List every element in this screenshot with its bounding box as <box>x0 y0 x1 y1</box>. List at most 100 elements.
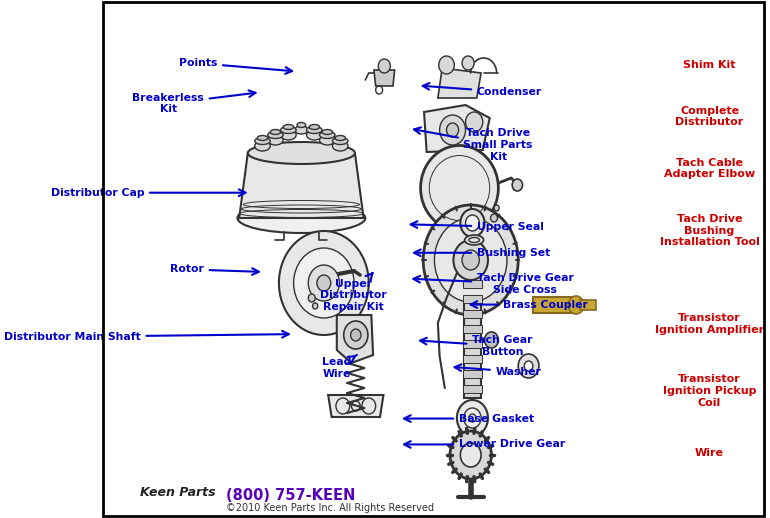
Circle shape <box>460 443 481 467</box>
Bar <box>463 355 482 363</box>
Ellipse shape <box>464 235 484 245</box>
Text: Washer: Washer <box>454 364 541 377</box>
Ellipse shape <box>320 135 335 145</box>
Ellipse shape <box>333 141 348 151</box>
Circle shape <box>460 209 484 237</box>
Ellipse shape <box>294 126 308 134</box>
Circle shape <box>466 215 480 231</box>
Circle shape <box>424 205 518 315</box>
Text: Upper
Distributor
Repair Kit: Upper Distributor Repair Kit <box>320 273 387 312</box>
Ellipse shape <box>320 132 335 138</box>
Text: Brass Coupler: Brass Coupler <box>470 299 588 310</box>
Circle shape <box>469 414 476 422</box>
Ellipse shape <box>306 126 322 134</box>
Ellipse shape <box>333 137 348 145</box>
Ellipse shape <box>268 132 283 138</box>
Bar <box>581 300 596 310</box>
Bar <box>464 253 481 398</box>
Circle shape <box>279 231 369 335</box>
Ellipse shape <box>255 137 270 145</box>
Text: Rotor: Rotor <box>170 264 259 275</box>
Bar <box>463 265 482 273</box>
Ellipse shape <box>268 135 283 145</box>
Text: Keen Parts: Keen Parts <box>140 486 216 499</box>
Text: Distributor Cap: Distributor Cap <box>51 188 246 198</box>
Text: Transistor
Ignition Amplifier: Transistor Ignition Amplifier <box>655 313 764 335</box>
Ellipse shape <box>469 237 480 242</box>
Text: Condenser: Condenser <box>423 83 542 97</box>
Text: (800) 757-KEEN: (800) 757-KEEN <box>226 488 356 503</box>
Circle shape <box>490 214 497 222</box>
Circle shape <box>439 56 454 74</box>
Circle shape <box>308 294 315 302</box>
Text: Lead
Wire: Lead Wire <box>323 355 357 379</box>
Polygon shape <box>374 70 395 86</box>
Text: Tach Cable
Adapter Elbow: Tach Cable Adapter Elbow <box>664 157 755 179</box>
Polygon shape <box>424 105 490 152</box>
Text: Lower Drive Gear: Lower Drive Gear <box>404 439 565 450</box>
Bar <box>463 310 482 318</box>
Ellipse shape <box>306 130 322 140</box>
Ellipse shape <box>283 124 293 130</box>
Text: Tach Drive
Small Parts
Kit: Tach Drive Small Parts Kit <box>414 127 533 162</box>
Circle shape <box>378 59 390 73</box>
Bar <box>463 280 482 288</box>
Text: Tach Gear
Button: Tach Gear Button <box>420 335 533 357</box>
Bar <box>463 370 482 378</box>
Circle shape <box>350 329 361 341</box>
Text: Tach Drive
Bushing
Installation Tool: Tach Drive Bushing Installation Tool <box>660 214 759 247</box>
Text: Shim Kit: Shim Kit <box>683 60 736 70</box>
Circle shape <box>484 332 498 348</box>
Circle shape <box>440 115 466 145</box>
Circle shape <box>466 112 483 132</box>
Text: Upper Seal: Upper Seal <box>410 221 544 232</box>
Circle shape <box>464 408 481 428</box>
Text: Complete
Distributor: Complete Distributor <box>675 106 744 127</box>
Ellipse shape <box>257 136 268 140</box>
Text: Breakerless
Kit: Breakerless Kit <box>132 90 256 114</box>
Text: Bushing Set: Bushing Set <box>414 248 550 258</box>
Polygon shape <box>438 68 481 98</box>
Circle shape <box>518 354 539 378</box>
Polygon shape <box>336 315 373 363</box>
Text: Transistor
Ignition Pickup
Coil: Transistor Ignition Pickup Coil <box>663 375 756 408</box>
Text: ©2010 Keen Parts Inc. All Rights Reserved: ©2010 Keen Parts Inc. All Rights Reserve… <box>226 503 434 513</box>
Bar <box>533 297 572 313</box>
Ellipse shape <box>420 146 498 231</box>
Ellipse shape <box>335 136 346 140</box>
Ellipse shape <box>280 126 296 134</box>
Polygon shape <box>239 153 363 218</box>
Text: Tach Drive Gear
Side Cross: Tach Drive Gear Side Cross <box>413 273 574 295</box>
Ellipse shape <box>280 130 296 140</box>
Circle shape <box>343 321 368 349</box>
Text: Distributor Main Shaft: Distributor Main Shaft <box>4 331 289 342</box>
Circle shape <box>293 248 354 318</box>
Circle shape <box>454 240 488 280</box>
Ellipse shape <box>309 124 320 130</box>
Ellipse shape <box>270 130 280 135</box>
Ellipse shape <box>255 141 270 151</box>
Text: Base Gasket: Base Gasket <box>404 413 534 424</box>
Ellipse shape <box>248 142 355 164</box>
Polygon shape <box>328 395 383 417</box>
Circle shape <box>494 205 499 211</box>
Circle shape <box>313 303 318 309</box>
Circle shape <box>462 56 474 70</box>
Bar <box>463 340 482 348</box>
Bar <box>463 295 482 303</box>
Ellipse shape <box>237 203 365 233</box>
Text: Points: Points <box>179 58 292 74</box>
Circle shape <box>524 361 533 371</box>
Text: Wire: Wire <box>695 448 724 458</box>
Circle shape <box>308 265 340 301</box>
Circle shape <box>450 431 491 479</box>
Circle shape <box>462 250 480 270</box>
Circle shape <box>317 275 331 291</box>
Ellipse shape <box>297 122 306 127</box>
Circle shape <box>447 123 459 137</box>
Circle shape <box>568 296 584 314</box>
Bar <box>463 325 482 333</box>
Circle shape <box>434 218 507 302</box>
Ellipse shape <box>322 130 333 135</box>
Circle shape <box>512 179 523 191</box>
